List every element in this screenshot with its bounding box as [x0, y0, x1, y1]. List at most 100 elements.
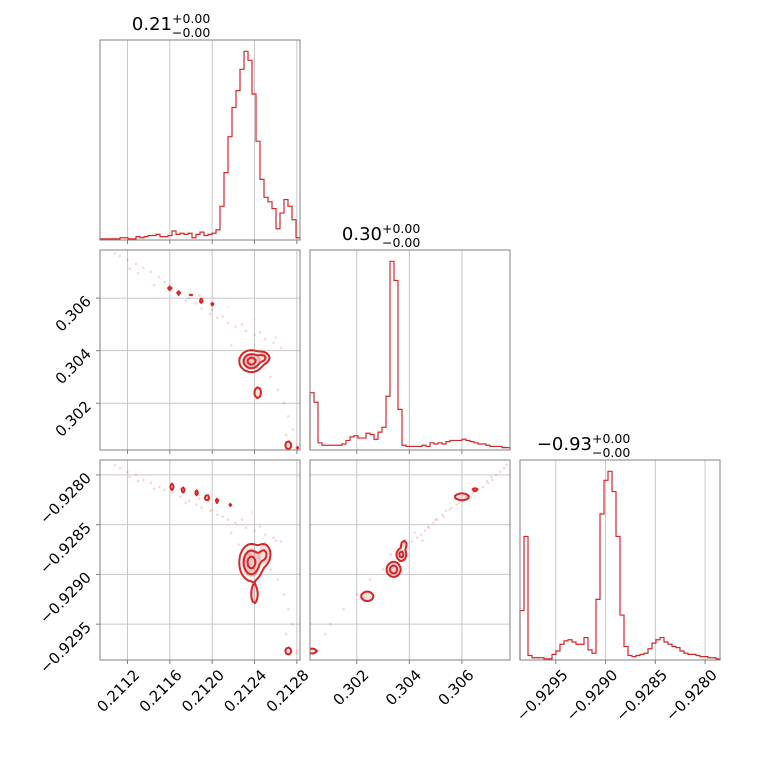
sample-point: [381, 568, 385, 571]
sample-point: [282, 401, 286, 405]
sample-point: [200, 506, 203, 510]
x-tick-label-p3: −0.9280: [662, 666, 721, 725]
density-fill: [360, 591, 374, 602]
sample-point: [471, 491, 474, 495]
sample-point: [276, 578, 280, 581]
sample-point: [194, 302, 198, 305]
sample-point: [240, 323, 244, 326]
sample-point: [208, 509, 212, 513]
grid-2-0: [100, 460, 300, 660]
sample-point: [263, 337, 267, 341]
contour-level: [246, 356, 257, 366]
x-tick-label-p2: 0.302: [329, 666, 372, 709]
contour-level: [242, 549, 268, 576]
histogram-p2: [309, 260, 511, 450]
x-tick-label-p2: 0.306: [435, 666, 478, 709]
sample-point: [240, 518, 244, 522]
x-tick-label-p1: 0.2116: [136, 666, 186, 716]
density-fill: [258, 544, 270, 565]
contour-level: [246, 555, 257, 570]
sample-point: [253, 529, 256, 532]
sample-point: [157, 485, 161, 489]
sample-point: [229, 531, 233, 534]
sample-point: [258, 525, 262, 528]
sample-point: [126, 470, 129, 474]
sample-point: [502, 466, 506, 470]
sample-point: [210, 508, 214, 512]
sample-point: [187, 499, 191, 503]
title-median: 0.30: [342, 224, 382, 245]
sample-point: [244, 329, 248, 333]
density-fill: [242, 548, 261, 577]
sample-point: [149, 481, 153, 485]
sample-point: [263, 533, 267, 536]
y-tick-label-p3: −0.9285: [36, 519, 95, 578]
sample-point: [157, 275, 161, 279]
title-lower-bound: −0.00: [382, 235, 420, 250]
x-tick-label-p3: −0.9295: [513, 666, 572, 725]
title-median: 0.21: [132, 14, 172, 35]
sample-point: [427, 526, 431, 529]
sample-point: [455, 503, 458, 507]
contour-level: [388, 550, 405, 575]
sample-point: [179, 495, 182, 499]
sample-point: [194, 503, 198, 507]
histogram-p1: [99, 50, 301, 240]
panel-frame-0-0: [99, 39, 301, 241]
sample-point: [450, 506, 453, 510]
panel-frame-2-1: [309, 459, 511, 661]
sample-point: [287, 607, 290, 611]
sample-point: [274, 336, 277, 339]
y-tick-label-p2: 0.304: [52, 345, 95, 388]
x-tick-label-p1: 0.2128: [263, 666, 313, 716]
contour-level: [242, 353, 267, 370]
panel-frame-1-1: [309, 249, 511, 451]
sample-point: [234, 325, 237, 328]
histogram-p3: [519, 470, 721, 660]
sample-point: [421, 539, 424, 542]
sample-point: [229, 344, 233, 347]
x-tick-label-p1: 0.2112: [93, 666, 143, 716]
sample-point: [152, 283, 156, 287]
x-tick-label-p2: 0.304: [382, 666, 425, 709]
density-fill: [251, 510, 254, 515]
sample-point: [432, 521, 435, 524]
sample-point: [440, 513, 444, 517]
sample-point: [426, 525, 430, 528]
sample-point: [448, 508, 452, 512]
density-1-0: [168, 286, 299, 450]
contour-level: [169, 482, 293, 656]
title-p2: 0.30 +0.00−0.00: [342, 221, 420, 250]
sample-point: [291, 622, 294, 626]
title-p3: −0.93 +0.00−0.00: [537, 431, 631, 460]
grid-2-1: [310, 460, 510, 660]
sample-point: [198, 497, 201, 501]
y-tick-label-p3: −0.9280: [36, 469, 95, 528]
sample-point: [128, 267, 131, 270]
density-fill: [295, 648, 299, 656]
x-tick-label-p3: −0.9285: [612, 666, 671, 725]
density-2-0: [170, 483, 299, 656]
sample-point: [187, 296, 191, 300]
sample-point: [284, 433, 288, 437]
sample-point: [118, 254, 122, 258]
sample-point: [216, 513, 219, 517]
y-tick-label-p2: 0.306: [52, 292, 95, 335]
sample-point: [494, 473, 498, 477]
sample-point: [134, 262, 138, 266]
title-p1: 0.21 +0.00−0.00: [132, 11, 210, 40]
x-tick-label-p3: −0.9290: [563, 666, 622, 725]
sample-point: [291, 428, 294, 431]
sample-point: [244, 526, 248, 529]
sample-point: [274, 539, 277, 542]
y-tick-label-p3: −0.9290: [36, 569, 95, 628]
sample-point: [368, 578, 372, 581]
sample-point: [342, 607, 345, 611]
x-tick-label-p1: 0.2124: [220, 666, 270, 716]
sample-point: [490, 478, 494, 482]
sample-point: [498, 470, 502, 474]
panel-frame-2-0: [99, 459, 301, 661]
sample-point: [329, 622, 332, 626]
sample-point: [134, 473, 138, 477]
